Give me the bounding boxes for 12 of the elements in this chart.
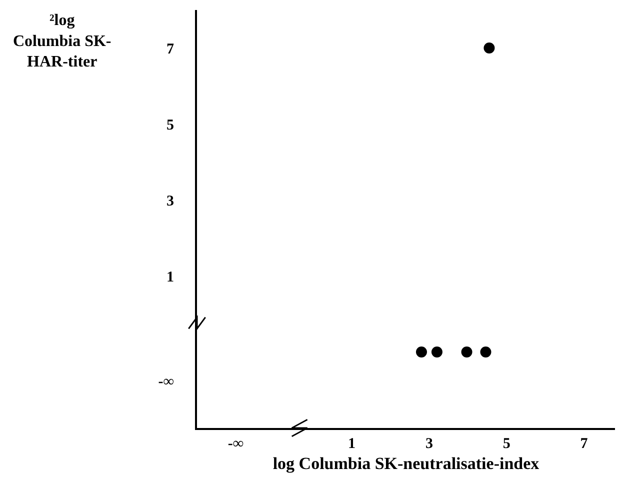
x-tick-label: -∞ — [228, 436, 244, 452]
y-tick-label: -∞ — [158, 374, 174, 390]
y-tick-label: 7 — [166, 41, 174, 58]
x-tick-label: 5 — [502, 436, 510, 452]
y-tick-label: 3 — [166, 193, 174, 210]
y-tick-label: 1 — [166, 269, 174, 286]
x-tick-label: 1 — [348, 436, 356, 452]
x-tick-label: 7 — [580, 436, 588, 452]
y-axis-title: ²log Columbia SK- HAR-titer — [13, 12, 112, 71]
x-axis-title: log Columbia SK-neutralisatie-index — [272, 454, 540, 473]
y-tick-label: 5 — [166, 117, 174, 134]
x-tick-label: 3 — [425, 436, 433, 452]
